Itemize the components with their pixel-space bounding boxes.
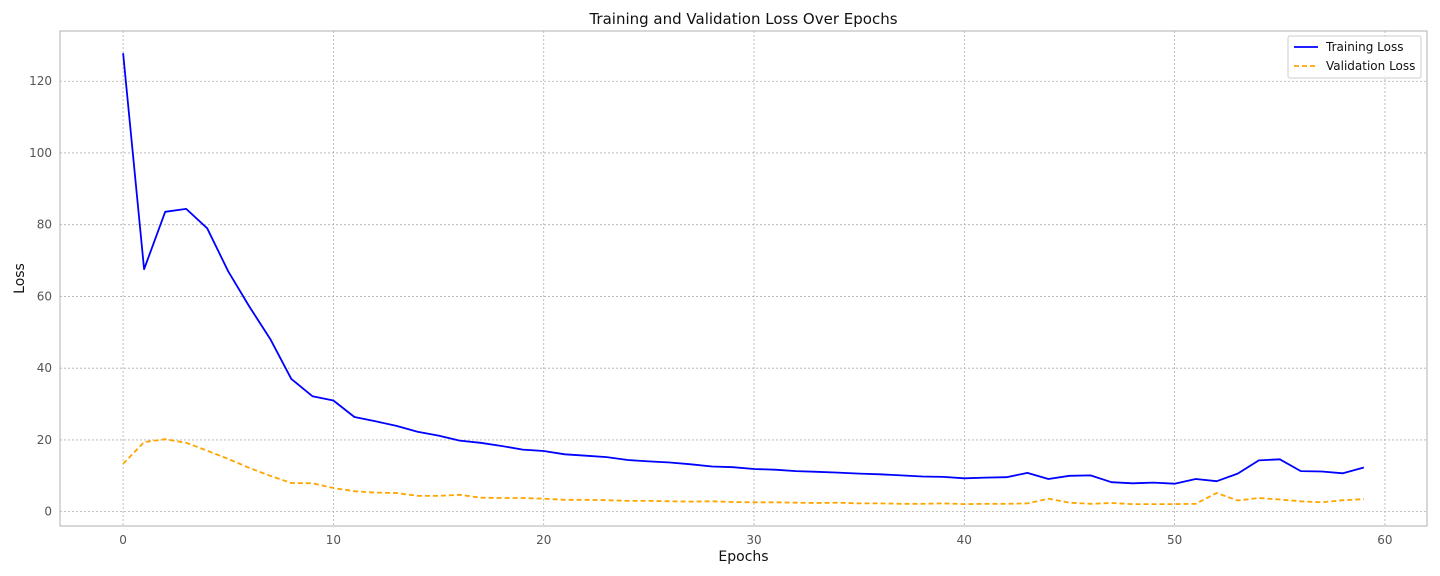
x-axis-title: Epochs — [718, 549, 768, 565]
grid-lines — [60, 31, 1427, 526]
x-tick-label: 20 — [536, 533, 551, 547]
y-tick-label: 80 — [37, 218, 52, 232]
y-tick-label: 120 — [29, 74, 52, 88]
x-tick-label: 30 — [746, 533, 761, 547]
series-lines — [122, 53, 1365, 506]
x-tick-label: 40 — [957, 533, 972, 547]
chart-title: Training and Validation Loss Over Epochs — [588, 10, 897, 28]
series-line-training-loss — [122, 53, 1365, 485]
legend-label-validation-loss: Validation Loss — [1326, 59, 1415, 73]
axis-ticks: 0 10 20 30 40 50 60 0 20 40 60 80 100 120 — [29, 74, 1392, 547]
series-line-validation-loss — [122, 438, 1364, 506]
y-tick-label: 100 — [29, 146, 52, 160]
plot-area-frame — [59, 30, 1428, 527]
y-tick-label: 60 — [37, 289, 52, 303]
x-tick-label: 0 — [119, 533, 127, 547]
legend: Training Loss Validation Loss — [1287, 35, 1422, 79]
y-axis-title: Loss — [12, 263, 28, 294]
y-tick-label: 0 — [44, 505, 52, 519]
legend-label-training-loss: Training Loss — [1325, 40, 1403, 54]
x-tick-label: 50 — [1167, 533, 1182, 547]
legend-box — [1287, 35, 1422, 79]
x-tick-label: 60 — [1377, 533, 1392, 547]
x-tick-label: 10 — [326, 533, 341, 547]
y-tick-label: 20 — [37, 433, 52, 447]
y-tick-label: 40 — [37, 361, 52, 375]
